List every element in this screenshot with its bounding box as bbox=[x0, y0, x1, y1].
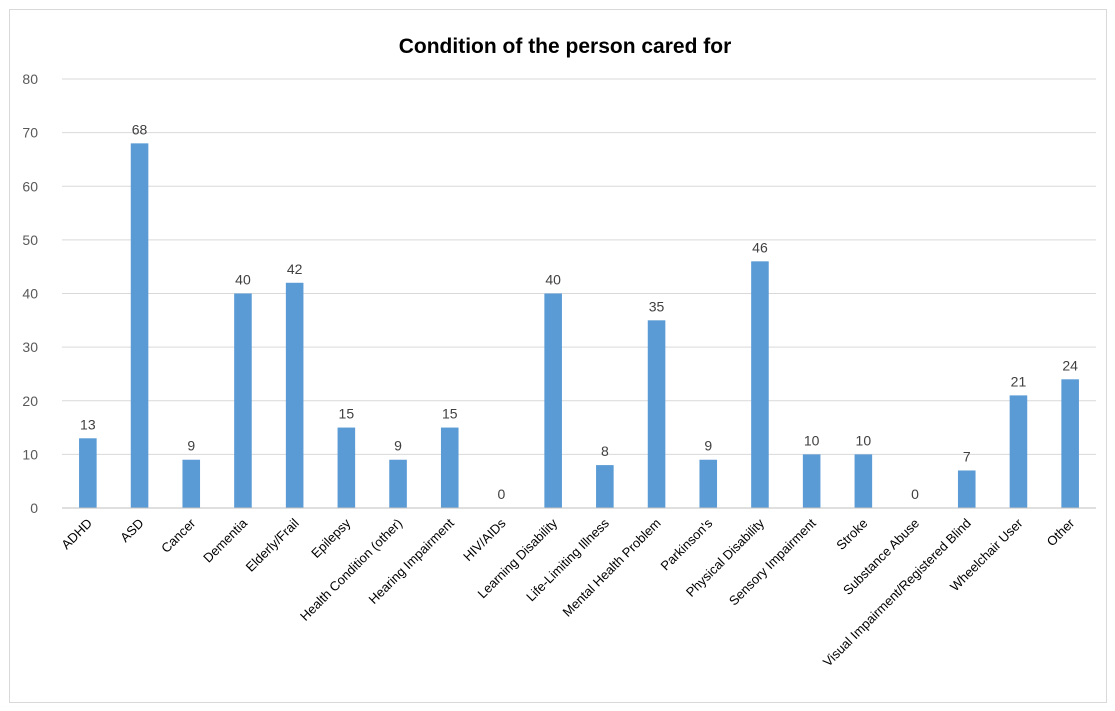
data-label: 15 bbox=[442, 406, 458, 422]
data-label: 9 bbox=[704, 438, 712, 454]
bar bbox=[596, 465, 614, 508]
x-tick-label: Stroke bbox=[833, 516, 870, 553]
data-label: 40 bbox=[235, 272, 251, 288]
bar bbox=[337, 427, 356, 508]
data-label: 9 bbox=[394, 438, 402, 454]
x-tick-label: Other bbox=[1044, 515, 1078, 549]
x-tick-label: HIV/AIDs bbox=[460, 515, 509, 564]
bar bbox=[647, 320, 666, 508]
data-label: 40 bbox=[545, 272, 561, 288]
x-tick-label: Hearing Impairment bbox=[366, 515, 458, 607]
data-label: 15 bbox=[339, 406, 355, 422]
chart-title: Condition of the person cared for bbox=[399, 35, 732, 58]
bar bbox=[957, 470, 976, 508]
data-label: 0 bbox=[911, 486, 919, 502]
bar bbox=[699, 459, 718, 508]
y-tick-label: 40 bbox=[22, 286, 38, 302]
data-label: 42 bbox=[287, 261, 303, 277]
bar bbox=[440, 427, 459, 508]
y-tick-label: 20 bbox=[22, 393, 38, 409]
bar bbox=[130, 143, 149, 508]
bars bbox=[79, 143, 1079, 508]
x-tick-label: Epilepsy bbox=[308, 515, 354, 561]
bar bbox=[1009, 395, 1028, 508]
bar bbox=[285, 282, 304, 508]
data-label: 35 bbox=[649, 298, 665, 314]
x-tick-label: Dementia bbox=[200, 515, 250, 565]
x-tick-label: ADHD bbox=[58, 516, 95, 553]
bar bbox=[854, 454, 873, 508]
y-tick-label: 0 bbox=[30, 500, 38, 516]
x-tick-label: Mental Health Problem bbox=[560, 516, 664, 620]
bar bbox=[182, 459, 201, 508]
y-axis-ticks: 0 10 20 30 40 50 60 70 80 bbox=[22, 71, 38, 516]
x-tick-label: Sensory Impairment bbox=[726, 515, 819, 608]
x-tick-label: Health Condition (other) bbox=[297, 516, 405, 624]
gridlines bbox=[62, 78, 1096, 455]
bar bbox=[544, 293, 562, 508]
y-tick-label: 50 bbox=[22, 232, 38, 248]
data-label: 24 bbox=[1062, 357, 1078, 373]
data-label: 46 bbox=[752, 239, 768, 255]
data-label: 21 bbox=[1011, 373, 1027, 389]
bar bbox=[1061, 379, 1079, 508]
data-labels: 13 68 9 40 42 15 9 15 0 40 8 35 9 46 10 10 0 7 21 24 bbox=[80, 121, 1078, 502]
y-tick-label: 60 bbox=[22, 178, 38, 194]
data-label: 68 bbox=[132, 121, 148, 137]
bar bbox=[802, 454, 821, 508]
bar bbox=[389, 459, 407, 508]
x-tick-label: Cancer bbox=[158, 515, 199, 556]
y-tick-label: 80 bbox=[22, 71, 38, 87]
data-label: 10 bbox=[856, 432, 872, 448]
data-label: 13 bbox=[80, 416, 96, 432]
y-tick-label: 10 bbox=[22, 446, 38, 462]
bar bbox=[234, 293, 252, 508]
bar bbox=[79, 438, 97, 508]
data-label: 0 bbox=[498, 486, 506, 502]
data-label: 10 bbox=[804, 432, 820, 448]
data-label: 7 bbox=[963, 448, 971, 464]
x-tick-label: Elderly/Frail bbox=[243, 515, 302, 574]
data-label: 8 bbox=[601, 443, 609, 459]
y-tick-label: 70 bbox=[22, 125, 38, 141]
y-tick-label: 30 bbox=[22, 339, 38, 355]
bar bbox=[751, 261, 769, 508]
data-label: 9 bbox=[187, 438, 195, 454]
x-tick-label: ASD bbox=[117, 516, 147, 546]
